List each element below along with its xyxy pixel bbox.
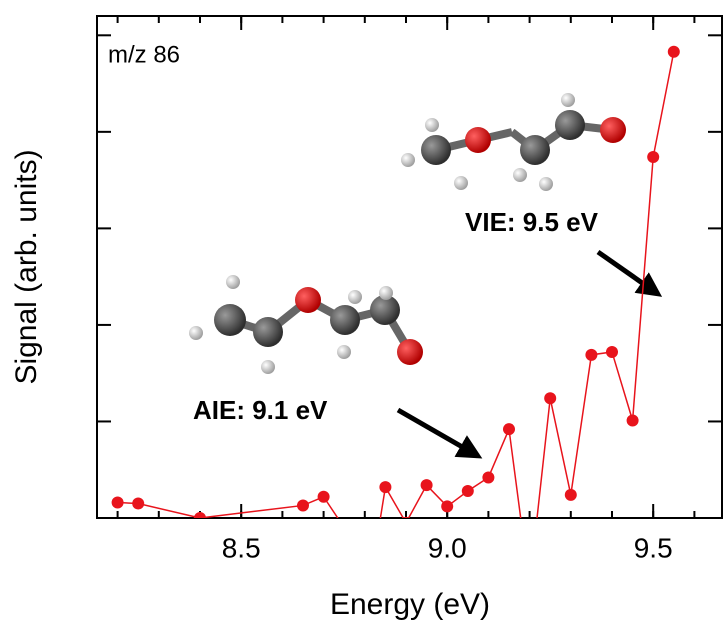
arrow [398,410,478,456]
chart: m/z 86 VIE: 9.5 eV AIE: 9.1 eV Energy (e… [0,0,725,635]
molecule-lower [189,275,423,374]
data-point [132,498,144,510]
molecule-upper [401,93,626,191]
data-point [462,485,474,497]
data-point [421,479,433,491]
data-point [112,497,124,509]
annotation: VIE: 9.5 eV [465,207,599,237]
annotation: AIE: 9.1 eV [193,395,328,425]
data-point [482,471,494,483]
data-point [503,423,515,435]
y-axis-label: Signal (arb. units) [10,149,43,384]
data-point [318,491,330,503]
x-tick-label: 8.5 [222,532,261,563]
data-point [194,512,206,524]
data-point [524,580,536,592]
data-point [441,500,453,512]
x-axis-label: Energy (eV) [330,588,490,621]
data-point [668,46,680,58]
x-tick-label: 9.0 [428,532,467,563]
data-point [565,489,577,501]
data-point [647,151,659,163]
x-tick-label: 9.5 [634,532,673,563]
data-point [606,346,618,358]
data-point [297,499,309,511]
data-point [544,392,556,404]
data-point [338,522,350,534]
data-point [379,481,391,493]
annotation: m/z 86 [108,41,180,68]
plot-frame [97,16,722,518]
page: {"chart_data": {"type": "line", "x_label… [0,0,725,635]
data-point [585,349,597,361]
data-point [627,414,639,426]
arrow [598,252,658,294]
